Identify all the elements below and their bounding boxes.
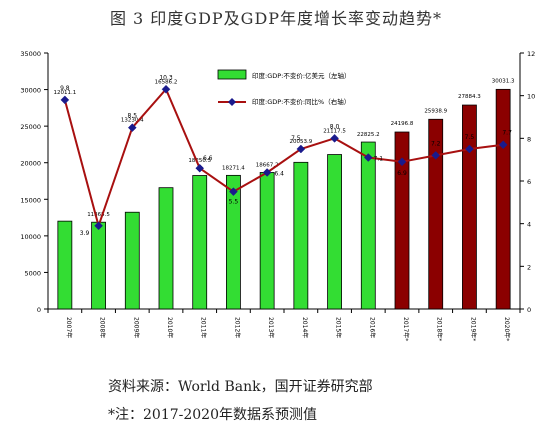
growth-rate-value-label: 7.5 [465,134,475,141]
growth-rate-value-label: 7.2 [431,140,441,147]
gdp-bar-value-label: 21117.5 [323,128,346,134]
growth-rate-value-label: 6.4 [274,170,284,177]
category-label: 2017年* [402,317,410,341]
growth-rate-marker [363,153,373,162]
gdp-bar [360,141,376,310]
gdp-bar-value-label: 18667.2 [256,162,279,168]
gdp-bar-value-label: 20053.9 [289,139,312,145]
forecast-gdp-bar [462,104,477,310]
left-tick-label: 10000 [20,233,41,241]
left-tick-label: 0 [37,306,41,314]
forecast-gdp-bar [394,131,410,310]
growth-rate-marker [195,163,205,173]
gdp-bar [192,175,208,310]
category-label: 2007年 [65,317,73,338]
growth-rate-value-label: 9.8 [60,85,70,92]
gdp-bar [91,221,106,310]
figure-title: 图 3 印度GDP及GDP年度增长率变动趋势* [109,9,443,28]
forecast-note: *注：2017-2020年数据系预测值 [108,407,317,423]
growth-rate-marker [330,133,339,143]
growth-rate-marker [60,95,70,105]
left-tick-label: 15000 [20,196,41,204]
right-tick-label: 8 [527,135,531,143]
growth-rate-value-label: 8.0 [330,123,340,130]
right-tick-label: 12 [527,50,535,58]
growth-rate-marker [498,140,508,150]
legend-bar-label: 印度:GDP:不变价:亿美元（左轴） [252,71,351,80]
gdp-bar-value-label: 18271.4 [222,165,245,171]
category-label: 2015年 [335,317,343,338]
right-tick-label: 4 [527,221,531,229]
category-label: 2019年* [469,317,477,341]
legend-line-label: 印度:GDP:不变价:同比%（右轴） [252,97,350,106]
growth-rate-marker [161,84,171,94]
growth-rate-marker [431,151,441,160]
growth-rate-marker [296,144,306,154]
gdp-bar [327,154,342,310]
gdp-bar-value-label: 22825.2 [357,132,380,138]
right-tick-label: 2 [527,263,531,271]
growth-rate-value-label: 7.7 [502,130,512,137]
growth-rate-value-label: 7.1 [374,156,384,163]
gdp-bar-value-label: 12011.1 [53,90,76,96]
forecast-gdp-bar [428,118,444,310]
growth-rate-marker [397,157,407,167]
growth-rate-marker [127,123,137,133]
category-label: 2008年 [99,317,107,338]
gdp-bar [57,220,73,310]
growth-rate-value-label: 6.6 [203,155,213,162]
category-label: 2013年 [267,317,275,338]
gdp-bar [226,174,241,310]
growth-rate-value-label: 6.9 [397,170,407,177]
category-label: 2010年 [166,317,174,338]
growth-rate-value-label: 10.3 [159,74,173,81]
gdp-bar-value-label: 18250.5 [188,158,211,164]
growth-rate-line [63,87,504,230]
legend-bar-swatch [217,69,247,80]
right-tick-label: 10 [527,93,535,101]
growth-rate-value-label: 5.5 [229,199,239,206]
gdp-bar-value-label: 24196.8 [391,121,414,127]
left-tick-label: 35000 [20,50,41,58]
category-label: 2012年 [233,317,241,338]
category-label: 2016年 [368,317,376,338]
category-label: 2014年 [301,317,309,338]
left-tick-label: 20000 [20,160,41,168]
category-label: 2020年* [503,317,511,341]
left-tick-label: 30000 [20,87,41,95]
growth-rate-marker [465,144,474,154]
growth-rate-value-label: 8.5 [128,113,138,120]
gdp-bar-value-label: 25938.9 [424,108,447,114]
growth-rate-value-label: 3.9 [80,230,90,237]
growth-rate-value-label: 7.5 [291,135,301,142]
gdp-bar-value-label: 13230.4 [121,118,144,124]
gdp-chart: 0 5000 10000 15000 20000 25000 30000 35000 0 2 4 6 8… [20,50,535,341]
source-note: 资料来源：World Bank，国开证券研究部 [108,379,373,395]
left-tick-label: 25000 [20,123,41,131]
right-tick-label: 6 [527,178,531,186]
growth-rate-marker [94,221,103,231]
gdp-bar-value-label: 27884.3 [458,94,481,100]
forecast-gdp-bar [495,88,511,310]
legend-line-marker [228,98,236,106]
gdp-bar [259,172,275,310]
category-label: 2011年 [200,317,208,338]
growth-rate-marker [229,187,238,197]
gdp-bar [158,187,174,310]
category-label: 2009年 [132,317,140,338]
left-tick-label: 5000 [24,269,41,277]
gdp-bar-value-label: 16586.2 [155,79,178,85]
growth-rate-marker [262,168,272,177]
gdp-bar-value-label: 11865.5 [87,212,110,218]
gdp-bar [293,161,309,310]
category-label: 2018年* [436,317,444,341]
gdp-bar-value-label: 30031.3 [492,78,515,84]
gdp-bar [124,211,140,310]
right-tick-label: 0 [527,306,531,314]
